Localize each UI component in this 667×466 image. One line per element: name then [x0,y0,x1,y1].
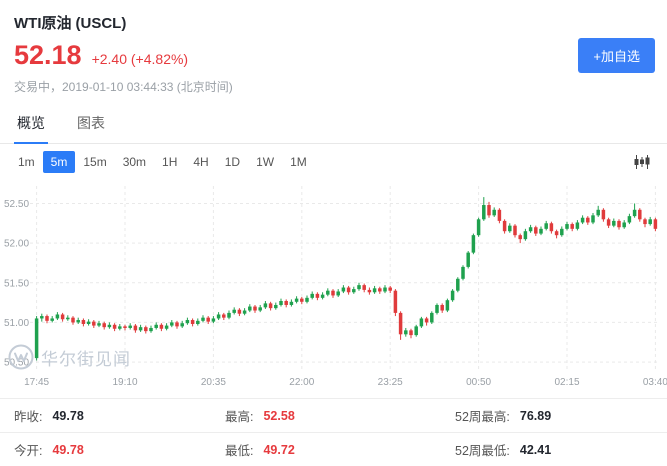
candlestick-chart[interactable]: 52.50 52.00 51.50 51.00 50.50 17:45 19:10 20:35… [0,178,667,393]
interval-1h[interactable]: 1H [162,155,178,169]
interval-1m[interactable]: 1m [18,155,35,169]
svg-text:52.50: 52.50 [4,199,29,210]
svg-text:19:10: 19:10 [112,377,137,388]
svg-text:23:25: 23:25 [378,377,403,388]
stat-52w-high: 52周最高: 76.89 [455,408,552,425]
svg-text:03:40: 03:40 [643,377,667,388]
interval-toolbar: 1m 5m 15m 30m 1H 4H 1D 1W 1M [0,144,667,178]
price-change: +2.40 (+4.82%) [91,51,189,67]
interval-4h[interactable]: 4H [193,155,209,169]
quote-header: WTI原油 (USCL) 52.18 +2.40 (+4.82%) 交易中，201… [0,0,667,95]
trading-status: 交易中，2019-01-10 03:44:33 (北京时间) [14,80,233,94]
tab-overview[interactable]: 概览 [14,105,48,144]
interval-1m-month[interactable]: 1M [290,155,307,169]
stat-prev-close: 昨收: 49.78 [14,408,84,425]
stats-row-1: 昨收: 49.78 最高: 52.58 52周最高: 76.89 [0,398,667,432]
price-chart[interactable]: 52.50 52.00 51.50 51.00 50.50 17:45 19:10 20:35… [0,178,667,393]
instrument-symbol: (USCL) [75,15,127,32]
stats-table: 昨收: 49.78 最高: 52.58 52周最高: 76.89 今开: 49.… [0,398,667,466]
interval-30m[interactable]: 30m [122,155,147,169]
svg-text:00:50: 00:50 [466,377,491,388]
svg-text:20:35: 20:35 [201,377,226,388]
interval-1w[interactable]: 1W [256,155,275,169]
last-price: 52.18 [14,40,82,70]
svg-text:17:45: 17:45 [24,377,49,388]
svg-text:51.00: 51.00 [4,318,29,329]
svg-text:02:15: 02:15 [554,377,579,388]
svg-text:52.00: 52.00 [4,239,29,250]
svg-text:22:00: 22:00 [289,377,314,388]
svg-text:51.50: 51.50 [4,278,29,289]
tab-chart[interactable]: 图表 [77,115,105,131]
svg-text:50.50: 50.50 [4,358,29,369]
view-tabs: 概览 图表 [0,105,667,144]
add-watchlist-button[interactable]: +加自选 [578,38,655,73]
interval-15m[interactable]: 15m [83,155,107,169]
candlestick-style-icon[interactable] [631,152,653,172]
stat-high: 最高: 52.58 [225,408,295,425]
stats-row-2: 今开: 49.78 最低: 49.72 52周最低: 42.41 [0,432,667,466]
instrument-name: WTI原油 [14,15,72,32]
interval-5m[interactable]: 5m [42,151,76,173]
interval-1d[interactable]: 1D [224,155,241,169]
